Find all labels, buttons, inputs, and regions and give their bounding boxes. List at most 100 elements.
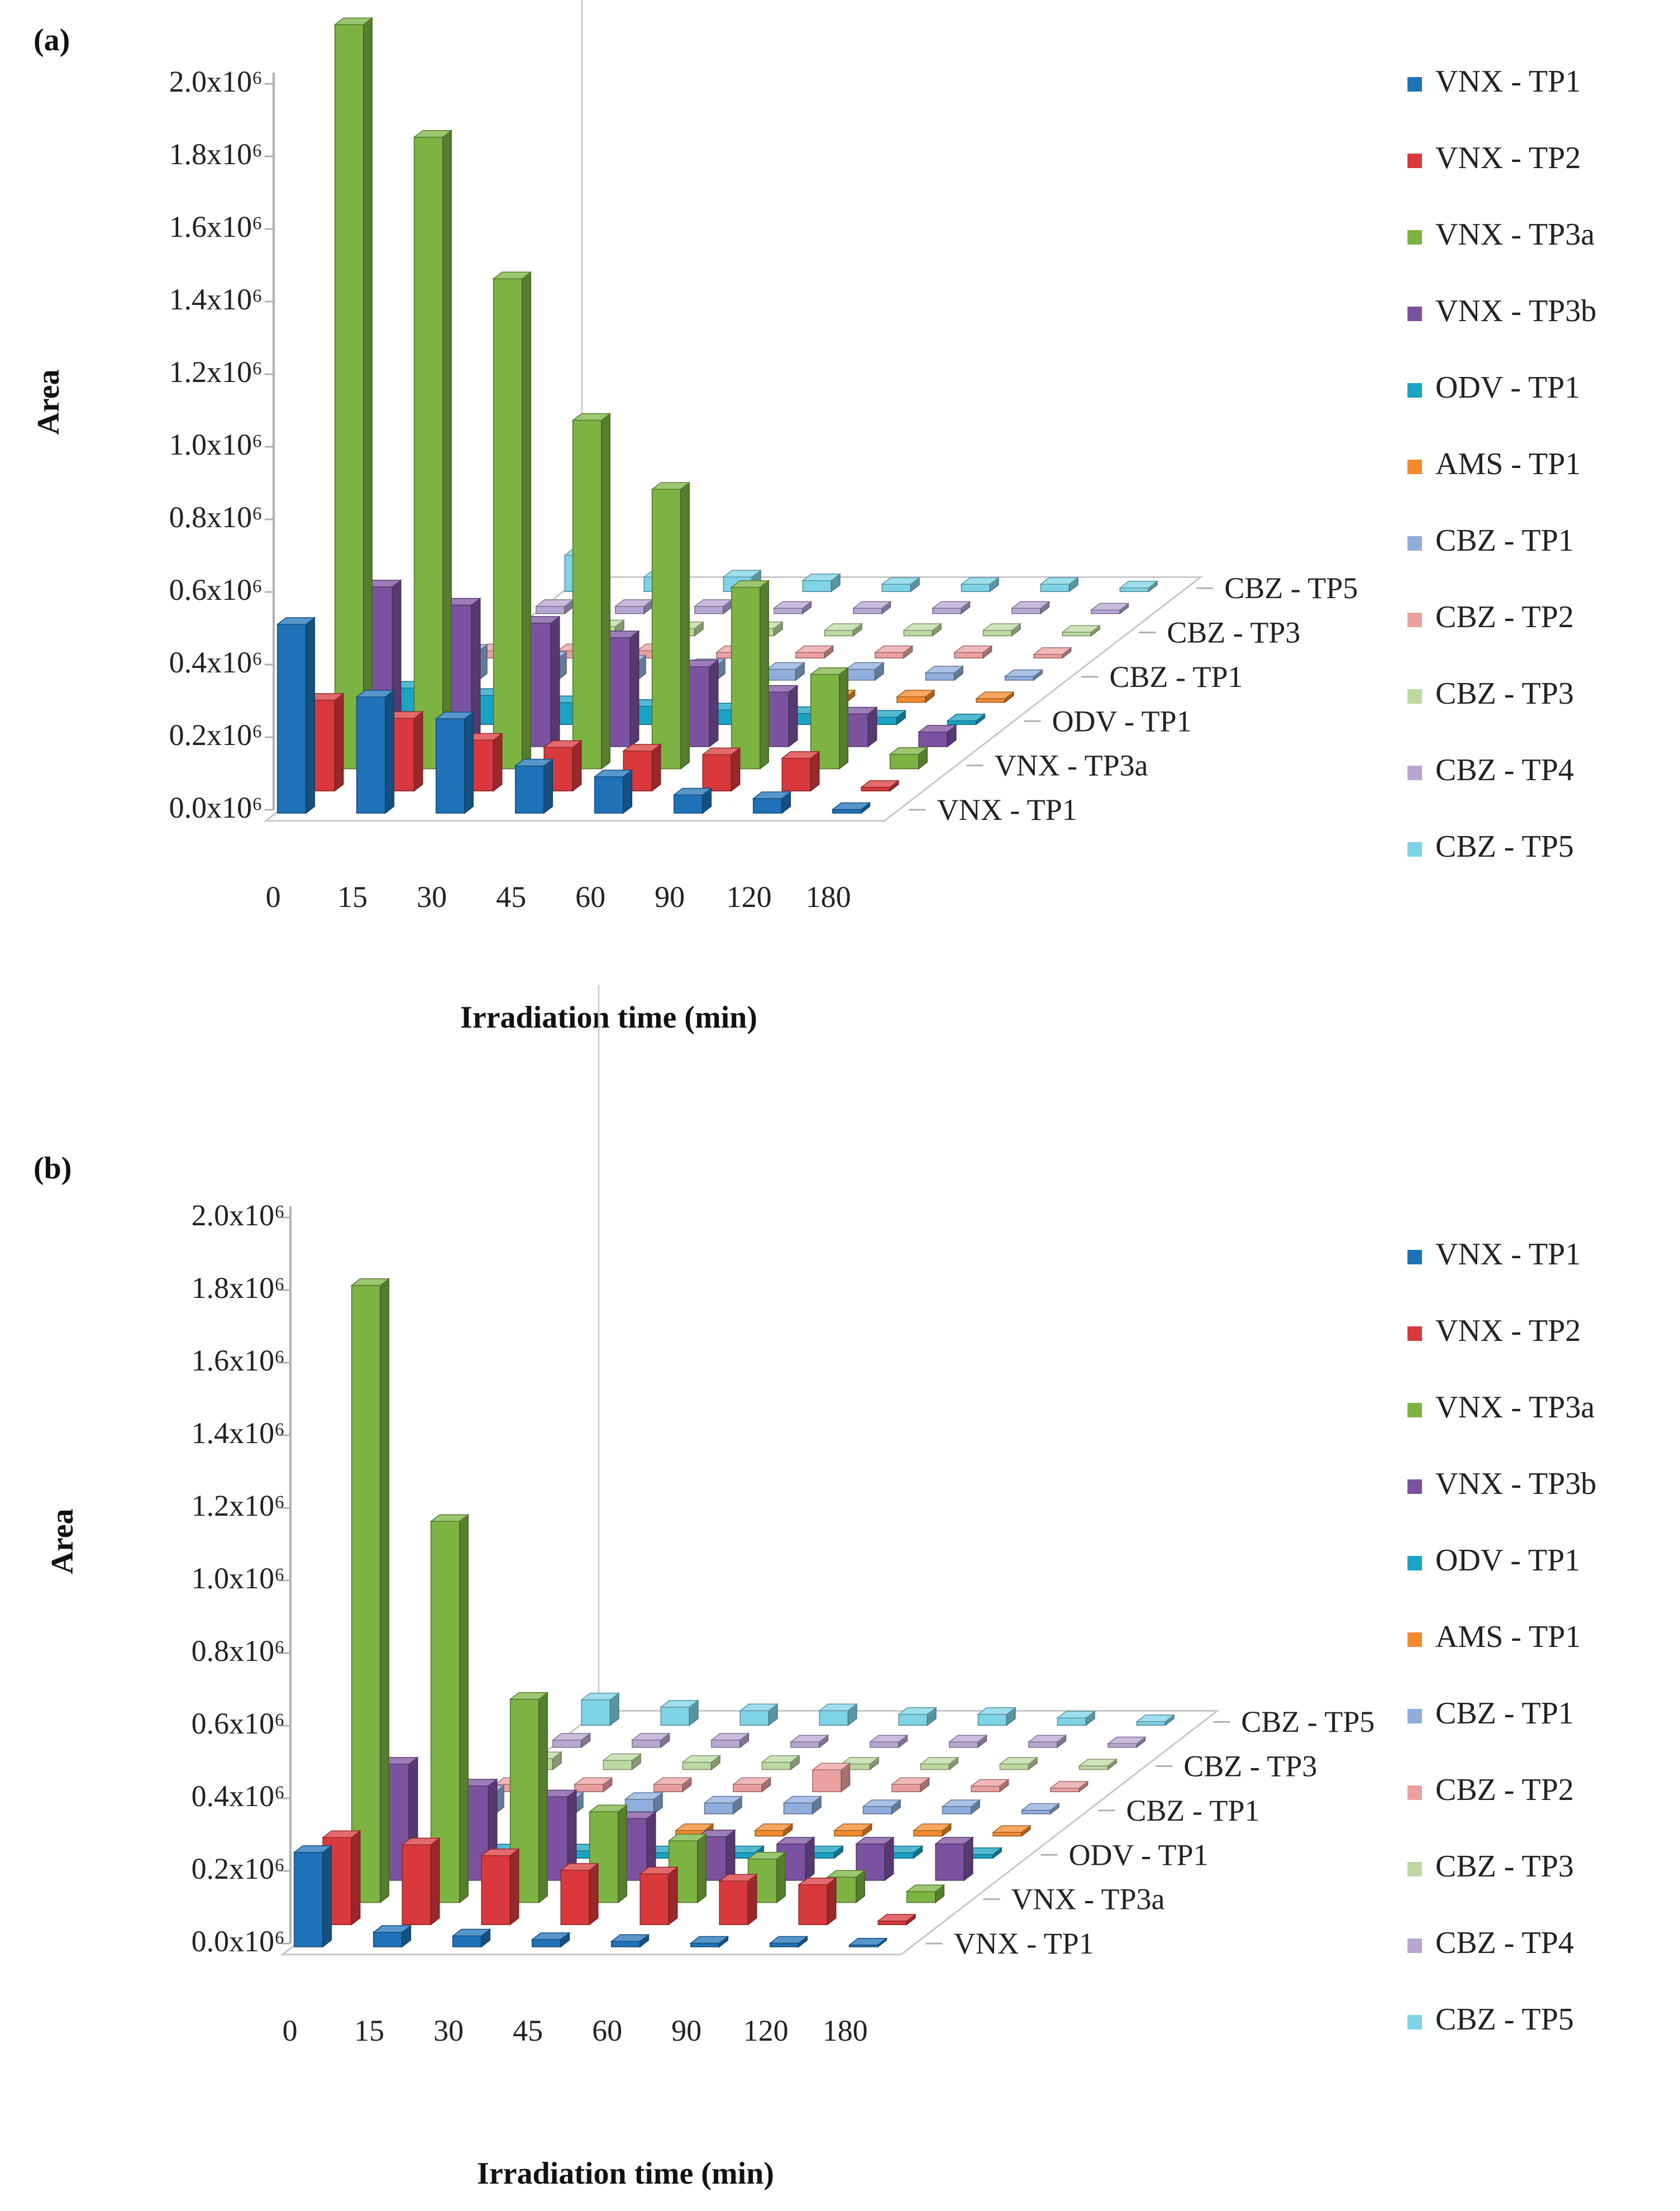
bar-side-face [522, 271, 531, 770]
bar-side-face [629, 630, 639, 748]
bar-side-face [668, 1866, 678, 1926]
bar-front-face [531, 1939, 561, 1947]
bar-front-face [373, 1932, 403, 1947]
bar-cbz-tp1-60 [782, 1795, 823, 1815]
bar-front-face [798, 1884, 828, 1926]
bar-cbz-tp4-180 [1106, 1736, 1147, 1749]
bar-front-face [971, 1785, 1000, 1792]
bar-top-face [1119, 580, 1159, 589]
bar-cbz-tp4-0 [534, 599, 575, 615]
bar-top-face [571, 413, 612, 421]
x-tick-label: 120 [743, 2014, 789, 2047]
bar-cbz-tp1-90 [845, 661, 885, 681]
y-tick-label: 1.6x10⁶ [169, 210, 262, 243]
bar-top-face [941, 1799, 981, 1807]
bar-top-face [689, 1936, 729, 1944]
bar-vnx-tp1-0 [276, 617, 316, 814]
bar-front-face [932, 608, 962, 614]
bar-top-face [322, 1830, 361, 1838]
bar-cbz-tp5-60 [898, 1707, 938, 1726]
bar-top-face [1039, 577, 1080, 585]
bar-front-face [514, 765, 545, 814]
bar-vnx-tp1-90 [689, 1935, 729, 1948]
legend-swatch [1407, 154, 1422, 168]
bar-cbz-tp1-90 [862, 1799, 902, 1815]
bar-front-face [739, 1710, 770, 1726]
bar-vnx-tp2-180 [860, 780, 900, 792]
bar-top-face [953, 645, 993, 653]
bar-front-face [1078, 1765, 1109, 1770]
x-tick-label: 120 [727, 880, 772, 914]
bar-cbz-tp4-45 [772, 600, 813, 615]
y-tick-label: 0.0x10⁶ [169, 791, 262, 824]
bar-front-face [702, 754, 732, 792]
bar-vnx-tp3a-0 [350, 1278, 390, 1904]
y-tick-label: 1.8x10⁶ [192, 1271, 285, 1305]
bar-vnx-tp2-30 [480, 1848, 520, 1926]
bar-side-face [509, 1848, 519, 1926]
bar-top-face [794, 645, 834, 653]
bar-front-face [351, 1284, 381, 1903]
y-tick-label: 0.2x10⁶ [192, 1852, 285, 1885]
bar-top-face [826, 1870, 866, 1878]
legend-label: CBZ - TP2 [1435, 600, 1574, 634]
bar-side-face [726, 1829, 736, 1882]
bar-top-face [722, 570, 762, 577]
bar-top-face [775, 1837, 815, 1845]
bar-front-face [898, 1713, 928, 1726]
bar-side-face [623, 769, 633, 814]
bar-vnx-tp3a-60 [667, 1833, 708, 1904]
legend-label: CBZ - TP4 [1435, 753, 1574, 787]
legend-swatch [1407, 766, 1422, 780]
bar-front-face [783, 1802, 813, 1814]
bar-top-face [1061, 625, 1101, 633]
bar-top-face [639, 1866, 679, 1875]
bar-front-face [731, 586, 761, 770]
depth-tick-label: CBZ - TP5 [1224, 571, 1358, 605]
bar-top-face [429, 1514, 470, 1522]
panel-label: (b) [34, 1151, 71, 1186]
bar-top-face [372, 1925, 412, 1933]
bar-top-face [696, 1830, 736, 1837]
bar-front-face [711, 1740, 741, 1748]
bar-side-face [788, 684, 798, 748]
bar-vnx-tp2-120 [781, 751, 820, 792]
bar-top-face [818, 1703, 858, 1711]
bar-side-face [306, 617, 316, 814]
bar-front-face [992, 1832, 1022, 1837]
bar-side-face [550, 615, 560, 748]
bar-top-face [622, 744, 662, 752]
y-tick-label: 0.4x10⁶ [169, 646, 262, 679]
y-tick-label: 1.0x10⁶ [169, 428, 262, 461]
bar-vnx-tp3a-15 [413, 130, 453, 770]
bar-top-face [631, 1733, 671, 1741]
bar-top-face [960, 577, 1000, 585]
y-tick-label: 0.0x10⁶ [192, 1925, 285, 1958]
bar-top-face [874, 645, 914, 653]
bar-ams-tp1-180 [991, 1825, 1032, 1837]
bar-cbz-tp3-120 [982, 623, 1022, 637]
depth-tick-label: CBZ - TP3 [1183, 1750, 1317, 1783]
bar-front-face [1050, 1787, 1080, 1792]
bar-cbz-tp5-0 [580, 1692, 621, 1726]
bar-front-face [877, 1921, 908, 1926]
bar-front-face [752, 798, 782, 814]
bar-top-face [889, 747, 929, 755]
bar-front-face [276, 624, 307, 814]
bar-front-face [875, 652, 904, 658]
bar-ams-tp1-90 [833, 1823, 873, 1837]
bar-top-face [769, 1936, 809, 1944]
bar-side-face [618, 1804, 627, 1904]
bar-front-face [572, 419, 602, 770]
bar-front-face [862, 1806, 892, 1814]
bar-top-face [1010, 601, 1051, 609]
bar-cbz-tp2-90 [874, 644, 914, 659]
bar-cbz-tp5-120 [1039, 576, 1080, 593]
bar-vnx-tp1-120 [769, 1935, 809, 1948]
depth-tick-label: CBZ - TP5 [1241, 1705, 1374, 1739]
bar-cbz-tp3-15 [602, 1752, 642, 1771]
bar-front-face [334, 24, 364, 770]
y-tick-label: 1.2x10⁶ [192, 1489, 285, 1522]
bar-top-face [924, 666, 965, 674]
bar-front-face [1011, 608, 1041, 614]
